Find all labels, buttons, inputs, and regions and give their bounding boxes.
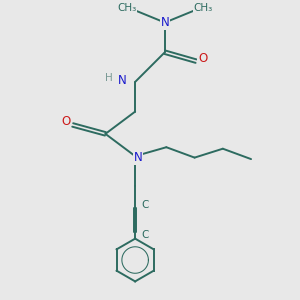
Text: C: C	[141, 230, 148, 240]
Text: CH₃: CH₃	[117, 3, 136, 13]
Text: CH₃: CH₃	[193, 3, 212, 13]
Text: N: N	[160, 16, 169, 29]
Text: N: N	[118, 74, 127, 87]
Text: O: O	[198, 52, 207, 65]
Text: H: H	[105, 74, 113, 83]
Text: N: N	[134, 151, 142, 164]
Text: C: C	[141, 200, 148, 210]
Text: O: O	[61, 116, 71, 128]
